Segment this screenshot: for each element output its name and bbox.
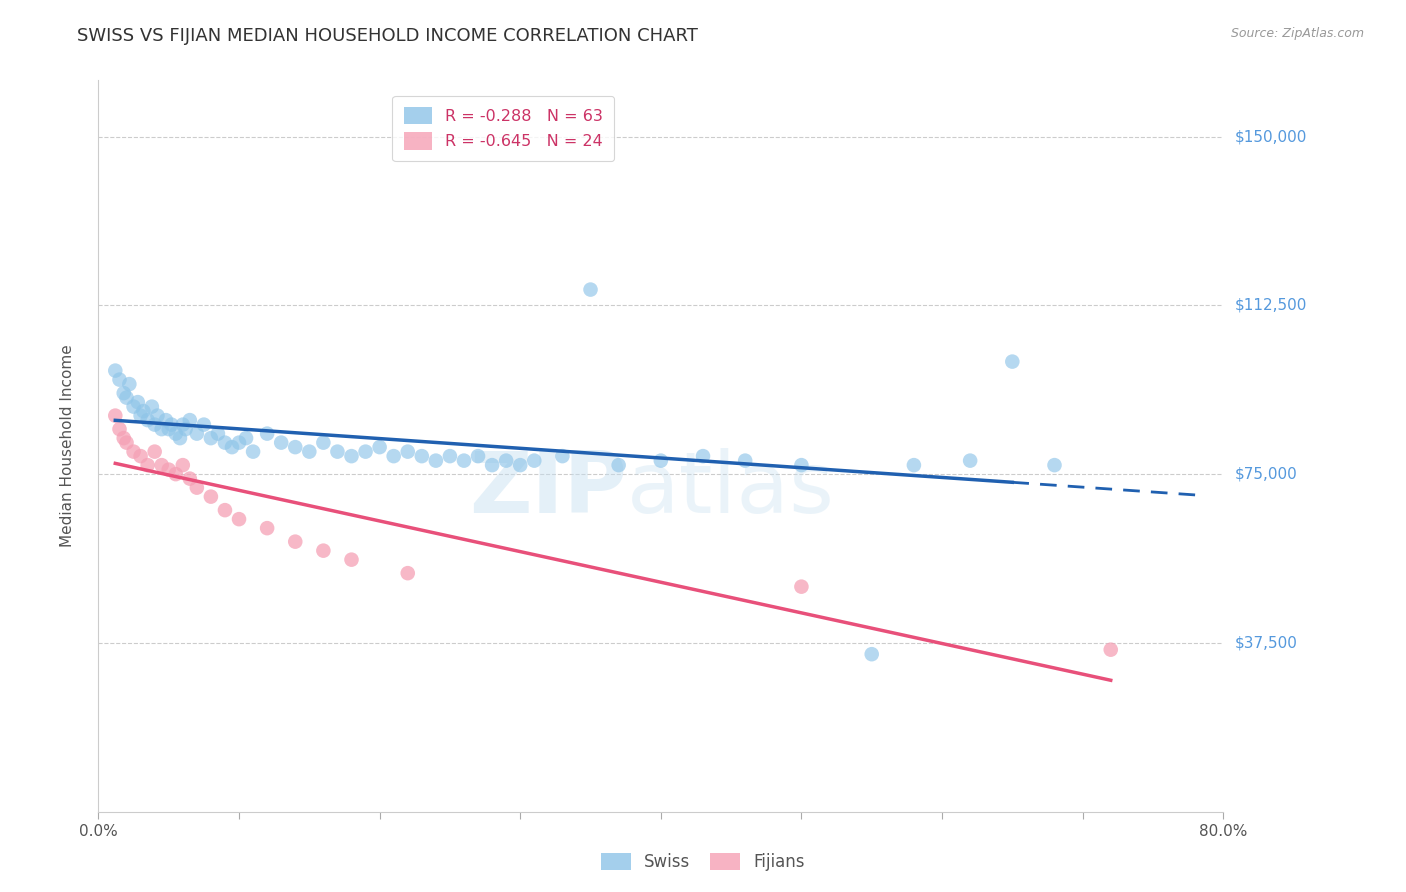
Point	[860, 647, 883, 661]
Point	[172, 417, 194, 432]
Point	[692, 449, 714, 463]
Point	[790, 580, 813, 594]
Point	[467, 449, 489, 463]
Point	[734, 453, 756, 467]
Point	[108, 373, 131, 387]
Point	[439, 449, 461, 463]
Point	[160, 417, 183, 432]
Point	[157, 422, 180, 436]
Legend: R = -0.288   N = 63, R = -0.645   N = 24: R = -0.288 N = 63, R = -0.645 N = 24	[392, 95, 614, 161]
Point	[136, 413, 159, 427]
Text: $37,500: $37,500	[1234, 635, 1298, 650]
Point	[354, 444, 377, 458]
Point	[122, 400, 145, 414]
Point	[136, 458, 159, 472]
Point	[495, 453, 517, 467]
Point	[129, 409, 152, 423]
Point	[150, 458, 173, 472]
Point	[174, 422, 197, 436]
Point	[127, 395, 149, 409]
Point	[143, 417, 166, 432]
Point	[155, 413, 177, 427]
Point	[1099, 642, 1122, 657]
Point	[172, 458, 194, 472]
Point	[256, 521, 278, 535]
Point	[157, 462, 180, 476]
Point	[143, 444, 166, 458]
Point	[284, 440, 307, 454]
Point	[228, 512, 250, 526]
Point	[650, 453, 672, 467]
Point	[141, 400, 163, 414]
Point	[179, 472, 201, 486]
Point	[165, 426, 187, 441]
Point	[115, 391, 138, 405]
Point	[129, 449, 152, 463]
Point	[270, 435, 292, 450]
Point	[104, 363, 127, 377]
Point	[298, 444, 321, 458]
Point	[221, 440, 243, 454]
Point	[607, 458, 630, 472]
Point	[108, 422, 131, 436]
Point	[228, 435, 250, 450]
Point	[453, 453, 475, 467]
Point	[509, 458, 531, 472]
Point	[235, 431, 257, 445]
Point	[146, 409, 169, 423]
Point	[115, 435, 138, 450]
Point	[193, 417, 215, 432]
Point	[186, 481, 208, 495]
Y-axis label: Median Household Income: Median Household Income	[60, 344, 75, 548]
Point	[903, 458, 925, 472]
Point	[284, 534, 307, 549]
Point	[214, 435, 236, 450]
Point	[959, 453, 981, 467]
Text: ZIP: ZIP	[470, 449, 627, 532]
Point	[1043, 458, 1066, 472]
Point	[523, 453, 546, 467]
Text: $75,000: $75,000	[1234, 467, 1298, 482]
Point	[169, 431, 191, 445]
Text: $112,500: $112,500	[1234, 298, 1306, 313]
Point	[112, 431, 135, 445]
Point	[396, 444, 419, 458]
Text: atlas: atlas	[627, 449, 835, 532]
Legend: Swiss, Fijians: Swiss, Fijians	[592, 845, 814, 880]
Point	[382, 449, 405, 463]
Point	[312, 543, 335, 558]
Text: Source: ZipAtlas.com: Source: ZipAtlas.com	[1230, 27, 1364, 40]
Point	[118, 377, 141, 392]
Point	[207, 426, 229, 441]
Point	[368, 440, 391, 454]
Point	[242, 444, 264, 458]
Point	[179, 413, 201, 427]
Point	[551, 449, 574, 463]
Point	[186, 426, 208, 441]
Point	[122, 444, 145, 458]
Point	[340, 449, 363, 463]
Point	[132, 404, 155, 418]
Point	[481, 458, 503, 472]
Point	[411, 449, 433, 463]
Point	[256, 426, 278, 441]
Point	[326, 444, 349, 458]
Point	[200, 431, 222, 445]
Point	[112, 386, 135, 401]
Point	[340, 552, 363, 566]
Text: $150,000: $150,000	[1234, 129, 1306, 144]
Point	[312, 435, 335, 450]
Point	[790, 458, 813, 472]
Point	[104, 409, 127, 423]
Point	[579, 283, 602, 297]
Text: SWISS VS FIJIAN MEDIAN HOUSEHOLD INCOME CORRELATION CHART: SWISS VS FIJIAN MEDIAN HOUSEHOLD INCOME …	[77, 27, 699, 45]
Point	[396, 566, 419, 581]
Point	[1001, 354, 1024, 368]
Point	[150, 422, 173, 436]
Point	[214, 503, 236, 517]
Point	[425, 453, 447, 467]
Point	[165, 467, 187, 482]
Point	[200, 490, 222, 504]
